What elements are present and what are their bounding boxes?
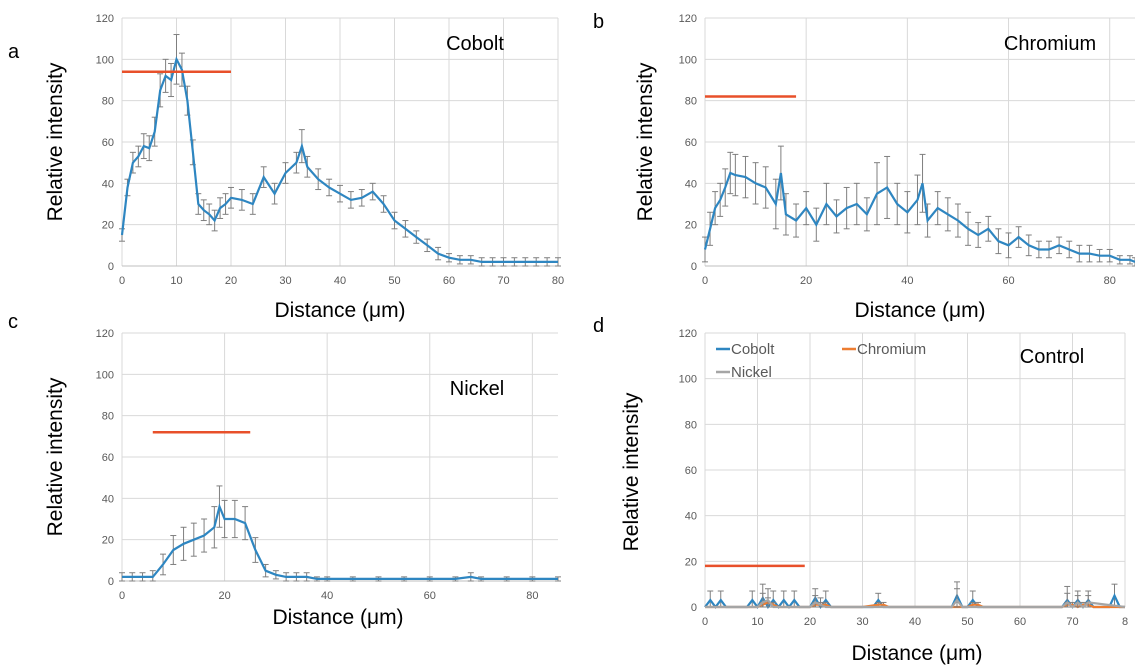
x-tick-label: 0 bbox=[702, 275, 708, 287]
y-tick-label: 100 bbox=[679, 374, 697, 386]
y-tick-label: 20 bbox=[685, 556, 697, 568]
panel-a: 0 20 40 60 80 100 120 0 10 20 30 40 50 60 70 80 a Cobolt D… bbox=[8, 13, 564, 322]
series-line-cobalt bbox=[122, 503, 558, 581]
y-tick-label: 80 bbox=[685, 419, 697, 431]
panel-letter: b bbox=[593, 11, 604, 33]
y-tick-label: 60 bbox=[685, 137, 697, 149]
x-axis-title: Distance (μm) bbox=[854, 299, 985, 322]
series-line-nickel bbox=[705, 598, 1126, 609]
legend-label: Nickel bbox=[731, 364, 772, 381]
x-tick-label: 80 bbox=[552, 275, 564, 287]
x-tick-label: 70 bbox=[1066, 616, 1078, 628]
y-axis-title: Relative intensity bbox=[620, 392, 643, 551]
x-tick-label: 50 bbox=[961, 616, 973, 628]
y-tick-label: 20 bbox=[685, 220, 697, 232]
y-axis-title: Relative intensity bbox=[44, 62, 67, 221]
x-axis-title: Distance (μm) bbox=[272, 606, 403, 629]
y-tick-label: 40 bbox=[685, 178, 697, 190]
panel-letter: d bbox=[593, 315, 604, 337]
panel-letter: c bbox=[8, 311, 18, 333]
panel-d: 0 20 40 60 80 100 120 0 10 20 30 40 50 60 70 8 d Control D… bbox=[593, 315, 1128, 665]
y-tick-label: 120 bbox=[679, 328, 697, 340]
x-tick-label: 30 bbox=[279, 275, 291, 287]
y-tick-label: 40 bbox=[102, 178, 114, 190]
y-tick-label: 100 bbox=[96, 369, 114, 381]
x-tick-label: 60 bbox=[443, 275, 455, 287]
y-tick-label: 0 bbox=[691, 602, 697, 614]
y-tick-label: 60 bbox=[102, 137, 114, 149]
panel-letter: a bbox=[8, 41, 20, 63]
x-tick-label: 20 bbox=[218, 590, 230, 602]
y-tick-label: 100 bbox=[96, 54, 114, 66]
panel-title: Control bbox=[1020, 346, 1084, 368]
x-tick-label: 0 bbox=[702, 616, 708, 628]
x-tick-label: 70 bbox=[497, 275, 509, 287]
y-tick-label: 0 bbox=[691, 261, 697, 273]
y-tick-label: 40 bbox=[685, 511, 697, 523]
y-tick-label: 100 bbox=[679, 54, 697, 66]
x-tick-label: 20 bbox=[800, 275, 812, 287]
y-tick-label: 80 bbox=[685, 96, 697, 108]
panel-c: 0 20 40 60 80 100 120 0 20 40 60 80 c Nickel Distance … bbox=[8, 311, 561, 629]
y-tick-label: 0 bbox=[108, 576, 114, 588]
x-tick-label: 0 bbox=[119, 275, 125, 287]
x-tick-label: 10 bbox=[170, 275, 182, 287]
y-tick-label: 40 bbox=[102, 493, 114, 505]
x-tick-label: 20 bbox=[225, 275, 237, 287]
x-tick-label: 30 bbox=[856, 616, 868, 628]
x-tick-label: 60 bbox=[1002, 275, 1014, 287]
y-axis-title: Relative intensity bbox=[44, 377, 67, 536]
legend-label: Cobolt bbox=[731, 341, 775, 358]
x-axis-title: Distance (μm) bbox=[851, 642, 982, 665]
panel-title: Cobolt bbox=[446, 33, 504, 55]
x-tick-label: 40 bbox=[321, 590, 333, 602]
y-tick-label: 60 bbox=[685, 465, 697, 477]
x-tick-label: 20 bbox=[804, 616, 816, 628]
x-tick-label: 80 bbox=[1104, 275, 1116, 287]
x-tick-label: 80 bbox=[526, 590, 538, 602]
y-tick-label: 120 bbox=[679, 13, 697, 25]
x-tick-label: 40 bbox=[909, 616, 921, 628]
y-tick-label: 80 bbox=[102, 411, 114, 423]
y-tick-label: 20 bbox=[102, 220, 114, 232]
panel-b: 0 20 40 60 80 100 120 0 20 40 60 80 b Chromium Distanc… bbox=[593, 11, 1135, 322]
y-axis-title: Relative intensity bbox=[634, 62, 657, 221]
x-axis-title: Distance (μm) bbox=[274, 299, 405, 322]
panel-title: Chromium bbox=[1004, 33, 1096, 55]
y-tick-label: 60 bbox=[102, 452, 114, 464]
y-tick-label: 80 bbox=[102, 96, 114, 108]
x-tick-label: 40 bbox=[334, 275, 346, 287]
series-line-cobalt bbox=[703, 171, 1135, 263]
x-tick-label: 50 bbox=[388, 275, 400, 287]
panel-title: Nickel bbox=[450, 378, 504, 400]
legend-label: Chromium bbox=[857, 341, 926, 358]
y-tick-label: 0 bbox=[108, 261, 114, 273]
y-tick-label: 120 bbox=[96, 328, 114, 340]
x-tick-label: 8 bbox=[1122, 616, 1128, 628]
y-tick-label: 20 bbox=[102, 535, 114, 547]
series-line-cobalt bbox=[120, 56, 558, 263]
x-tick-label: 60 bbox=[424, 590, 436, 602]
x-tick-label: 60 bbox=[1014, 616, 1026, 628]
x-tick-label: 40 bbox=[901, 275, 913, 287]
x-tick-label: 10 bbox=[751, 616, 763, 628]
x-tick-label: 0 bbox=[119, 590, 125, 602]
y-tick-label: 120 bbox=[96, 13, 114, 25]
